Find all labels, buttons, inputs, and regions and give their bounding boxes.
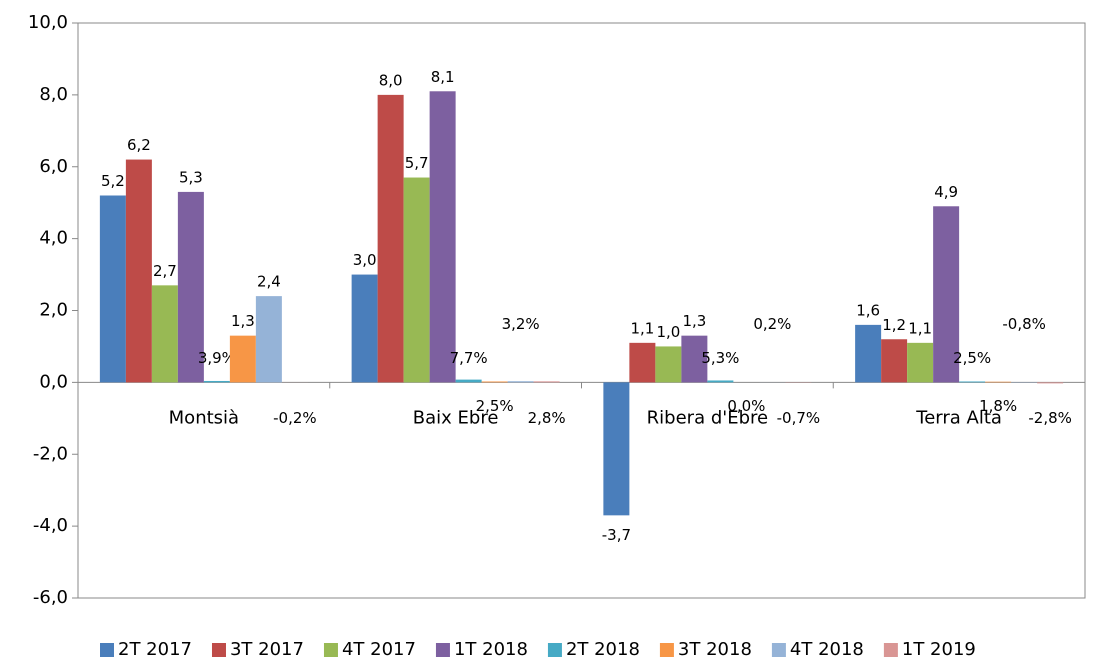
data-label: 0,2% [753, 315, 791, 333]
legend-label: 2T 2017 [118, 639, 192, 660]
bar [152, 285, 178, 382]
legend-swatch [324, 643, 338, 657]
bar [534, 381, 560, 382]
data-label: 1,6 [856, 301, 880, 319]
data-label: 2,4 [257, 273, 281, 291]
bar [204, 381, 230, 382]
bar [907, 343, 933, 383]
legend-swatch [660, 643, 674, 657]
legend-label: 4T 2017 [342, 639, 416, 660]
legend-label: 3T 2018 [678, 639, 752, 660]
legend-swatch [100, 643, 114, 657]
y-tick-label: -2,0 [33, 443, 68, 464]
data-label: 1,1 [630, 319, 654, 337]
bar [126, 160, 152, 383]
data-label: 2,5% [953, 349, 991, 367]
y-tick-label: -4,0 [33, 515, 68, 536]
legend-label: 1T 2018 [454, 639, 528, 660]
data-label: 1,8% [979, 397, 1017, 415]
bar [985, 382, 1011, 383]
data-label: 1,2 [882, 316, 906, 334]
x-tick-label: Montsià [169, 407, 239, 428]
y-tick-label: 8,0 [39, 84, 68, 105]
y-tick-label: 2,0 [39, 300, 68, 321]
bar [1037, 382, 1063, 383]
y-tick-label: 6,0 [39, 156, 68, 177]
data-label: 4,9 [934, 183, 958, 201]
bar [508, 381, 534, 382]
data-label: 1,1 [908, 319, 932, 337]
data-label: 8,1 [431, 68, 455, 86]
y-tick-label: 4,0 [39, 228, 68, 249]
legend-swatch [436, 643, 450, 657]
bar [352, 275, 378, 383]
data-label: -0,8% [1002, 315, 1046, 333]
y-tick-label: 10,0 [28, 12, 68, 33]
legend-swatch [212, 643, 226, 657]
legend-label: 3T 2017 [230, 639, 304, 660]
data-label: 5,3% [701, 349, 739, 367]
bar [256, 296, 282, 382]
data-label: -2,8% [1028, 409, 1072, 427]
data-label: 1,3 [231, 312, 255, 330]
legend-swatch [548, 643, 562, 657]
bar [959, 381, 985, 382]
legend-label: 1T 2019 [902, 639, 976, 660]
data-label: 2,7 [153, 262, 177, 280]
legend-swatch [884, 643, 898, 657]
data-label: 1,0 [656, 323, 680, 341]
data-label: 3,2% [502, 315, 540, 333]
data-label: 5,2 [101, 172, 125, 190]
data-label: -3,7 [602, 526, 631, 544]
data-label: -0,7% [777, 409, 821, 427]
legend-label: 4T 2018 [790, 639, 864, 660]
data-label: 7,7% [450, 349, 488, 367]
bar [881, 339, 907, 382]
bar [430, 91, 456, 382]
y-tick-label: 0,0 [39, 371, 68, 392]
legend-swatch [772, 643, 786, 657]
data-label: 6,2 [127, 136, 151, 154]
data-label: -0,2% [273, 409, 317, 427]
bar [603, 382, 629, 515]
bar [230, 336, 256, 383]
data-label: 2,8% [528, 409, 566, 427]
data-label: 1,3 [682, 312, 706, 330]
bar [100, 196, 126, 383]
bar [482, 381, 508, 382]
data-label: 5,7 [405, 154, 429, 172]
y-tick-label: -6,0 [33, 587, 68, 608]
bar [855, 325, 881, 383]
bar [655, 346, 681, 382]
data-label: 3,0 [353, 251, 377, 269]
legend-label: 2T 2018 [566, 639, 640, 660]
bar [456, 380, 482, 383]
bar [707, 380, 733, 382]
data-label: 2,5% [476, 397, 514, 415]
bar [378, 95, 404, 383]
data-label: 0,0% [727, 397, 765, 415]
bar [629, 343, 655, 383]
bar [404, 178, 430, 383]
data-label: 5,3 [179, 168, 203, 186]
data-label: 8,0 [379, 71, 403, 89]
